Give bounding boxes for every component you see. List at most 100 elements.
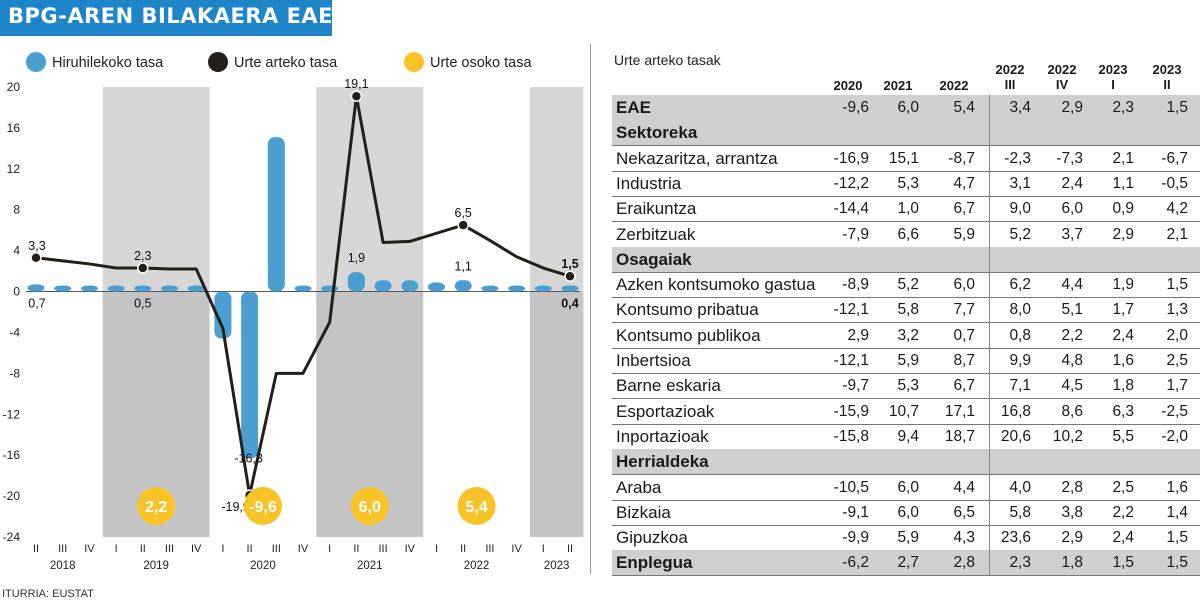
table-row: Inbertsioa -12,1 5,9 8,7 9,9 4,8 1,6 2,5 xyxy=(612,348,1200,374)
quarterly-bar xyxy=(321,285,339,292)
x-quarter-label: III xyxy=(379,543,388,555)
row-label: Bizkaia xyxy=(616,502,671,522)
table-cell: 6,6 xyxy=(897,225,919,243)
table-cell: 5,4 xyxy=(953,99,975,116)
x-quarter-label: IV xyxy=(405,543,416,555)
legend-swatch xyxy=(208,52,228,72)
table-cell: 4,3 xyxy=(953,529,975,547)
table-cell: 1,6 xyxy=(1112,352,1134,369)
annual-rate-circle xyxy=(457,487,496,525)
line-data-label: -19,9 xyxy=(221,500,250,514)
table-cell: 1,7 xyxy=(1166,377,1188,395)
quarterly-bar xyxy=(454,280,472,292)
page-title: BPG-AREN BILAKAERA EAE-N xyxy=(8,4,361,28)
row-label: Esportazioak xyxy=(616,401,715,421)
x-quarter-label: I xyxy=(221,543,224,555)
row-label: Barne eskaria xyxy=(616,376,721,396)
section-row: Herrialdeka xyxy=(612,449,1200,476)
table-cell: 17,1 xyxy=(944,402,975,420)
gdp-chart: 20 16 12 8 4 0 -4 -8 -12 -16 -20 -24 3,3 2,3 -19,9 19,1… xyxy=(3,52,584,572)
legend-label: Hiruhilekoko tasa xyxy=(52,55,164,71)
table-cell: 7,7 xyxy=(953,301,975,319)
table-cell: 2,5 xyxy=(1112,478,1134,496)
quarterly-bar xyxy=(27,284,45,292)
table-cell: 0,9 xyxy=(1112,200,1134,218)
quarterly-bar xyxy=(374,280,392,292)
table-row: Zerbitzuak -7,9 6,6 5,9 5,2 3,7 2,9 2,1 xyxy=(612,222,1200,248)
table-cell: 1,9 xyxy=(1112,276,1134,294)
table-cell: 2,9 xyxy=(1061,529,1083,547)
quarterly-bar xyxy=(107,285,125,292)
x-quarter-label: I xyxy=(328,543,331,555)
row-label: Inportazioak xyxy=(616,426,709,446)
table-cell: 5,3 xyxy=(897,377,919,395)
x-quarter-label: II xyxy=(460,543,466,555)
table-cell: 2,2 xyxy=(1061,326,1083,344)
annual-rate-label: 5,4 xyxy=(465,499,487,516)
quarterly-bar xyxy=(508,285,526,292)
table-cell: -7,3 xyxy=(1056,149,1083,167)
table-cell: -0,5 xyxy=(1161,174,1188,192)
row-label: Nekazaritza, arrantza xyxy=(616,148,778,168)
y-tick-label: 12 xyxy=(7,162,21,176)
table-cell: 1,7 xyxy=(1112,301,1134,319)
table-cell: 4,4 xyxy=(1061,276,1083,294)
table-cell: 0,7 xyxy=(953,326,975,344)
table-cell: 1,5 xyxy=(1166,276,1188,294)
x-quarter-label: III xyxy=(58,543,67,555)
column-header: 2022 III xyxy=(995,62,1025,92)
table-cell: 5,9 xyxy=(897,352,919,369)
table-cell: -7,9 xyxy=(842,225,869,243)
table-cell: 18,7 xyxy=(944,427,975,445)
y-tick-label: 16 xyxy=(7,121,21,135)
table-row: Nekazaritza, arrantza -16,9 15,1 -8,7 -2,3 -7… xyxy=(612,146,1200,172)
table-cell: 2,4 xyxy=(1112,326,1134,344)
quarterly-bar xyxy=(481,285,499,292)
table-cell: 2,9 xyxy=(1061,99,1083,116)
table-cell: 2,2 xyxy=(1112,503,1134,521)
x-quarter-label: II xyxy=(140,543,146,555)
x-quarter-label: III xyxy=(485,543,494,555)
legend-swatch xyxy=(26,52,46,72)
column-header: 2020 xyxy=(833,78,863,93)
row-label: Kontsumo pribatua xyxy=(616,300,759,320)
annual-rate-label: 6,0 xyxy=(359,499,381,516)
table-cell: -2,3 xyxy=(1004,149,1031,167)
table-cell: 2,1 xyxy=(1112,149,1134,167)
quarterly-bar xyxy=(534,285,552,292)
table-cell: 2,9 xyxy=(1112,225,1134,243)
bar-data-label: -16,3 xyxy=(234,451,263,465)
line-data-label: 2,3 xyxy=(134,249,151,263)
table-cell: 16,8 xyxy=(1000,402,1031,420)
x-year-label: 2021 xyxy=(357,560,383,572)
table-cell: 6,0 xyxy=(897,503,919,521)
table-cell: 4,4 xyxy=(953,478,975,496)
table-row: Eraikuntza -14,4 1,0 6,7 9,0 6,0 0,9 4,2 xyxy=(612,196,1200,223)
x-quarter-label: I xyxy=(115,543,118,555)
row-label: Sektoreka xyxy=(616,123,698,143)
y-tick-label: -8 xyxy=(9,366,20,380)
table-cell: 10,2 xyxy=(1052,427,1083,445)
table-cell: 2,1 xyxy=(1166,225,1188,243)
row-label: EAE xyxy=(616,98,651,117)
x-year-label: 2018 xyxy=(50,560,76,572)
table-cell: 15,1 xyxy=(888,149,919,167)
table-cell: 6,5 xyxy=(953,503,975,521)
quarterly-bar xyxy=(347,272,365,292)
line-data-label: 1,5 xyxy=(561,257,578,271)
table-row: Barne eskaria -9,7 5,3 6,7 7,1 4,5 1,8 1,7 xyxy=(612,373,1200,400)
bar-data-label: 1,9 xyxy=(348,251,365,265)
table-cell: 6,2 xyxy=(1009,276,1031,294)
row-label: Zerbitzuak xyxy=(616,224,696,244)
table-cell: 2,5 xyxy=(1166,352,1188,369)
table-row: Kontsumo publikoa 2,9 3,2 0,7 0,8 2,2 2,4 2,0 xyxy=(612,323,1200,349)
section-row: Osagaiak xyxy=(612,246,1200,273)
legend-swatch xyxy=(404,52,424,72)
annual-rate-circle xyxy=(350,487,389,525)
table-cell: 10,7 xyxy=(888,402,919,420)
table-cell: 4,8 xyxy=(1061,352,1083,369)
title-bar: BPG-AREN BILAKAERA EAE-N xyxy=(0,0,360,36)
x-quarter-label: II xyxy=(33,543,39,555)
table-cell: 3,8 xyxy=(1061,503,1083,521)
table-cell: 3,1 xyxy=(1009,174,1031,192)
